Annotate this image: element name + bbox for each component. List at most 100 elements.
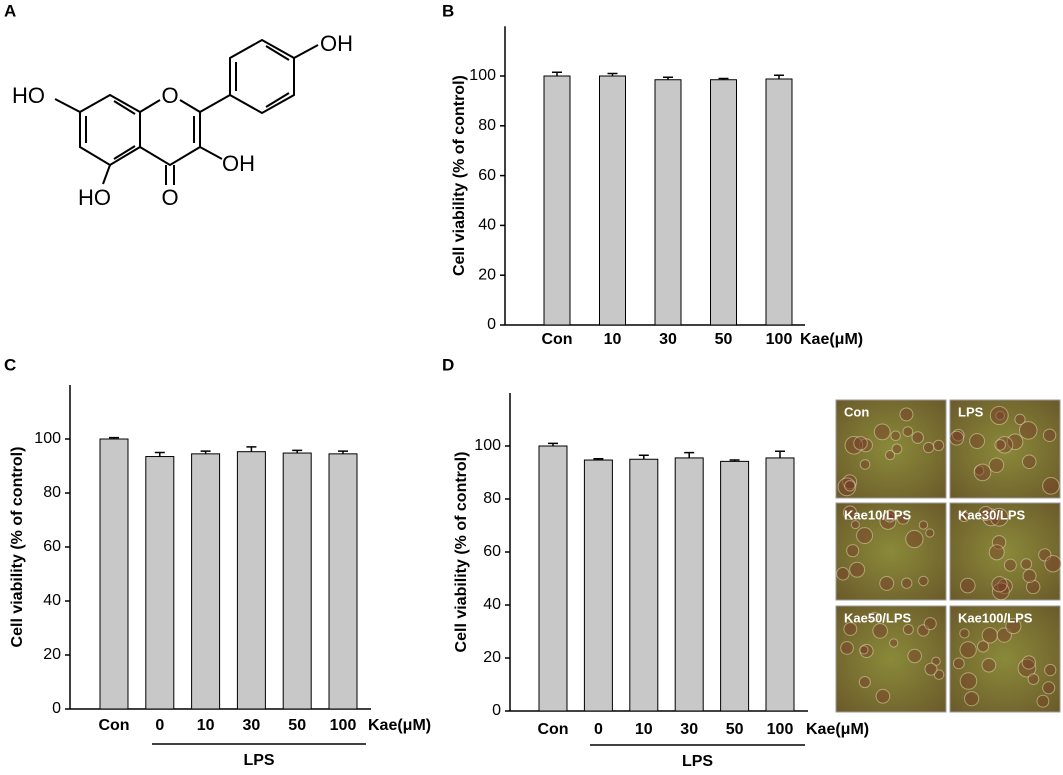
- error-bar: [154, 451, 165, 457]
- atom-label: OH: [222, 151, 255, 176]
- cell: [1020, 558, 1033, 570]
- ring: [79, 93, 141, 167]
- cell: [1042, 477, 1060, 495]
- cell: [923, 617, 937, 631]
- cell: [991, 535, 1007, 550]
- cell: [995, 410, 1005, 421]
- x-axis-label: Kae(μM): [368, 717, 431, 734]
- error-bar: [548, 442, 558, 446]
- cell: [856, 527, 874, 545]
- cell: [899, 407, 914, 422]
- cell: [952, 657, 965, 670]
- error-bar: [109, 436, 119, 439]
- cell: [949, 430, 965, 446]
- cell: [1025, 579, 1041, 595]
- cell: [1021, 454, 1037, 470]
- cell: [905, 529, 924, 549]
- bond: [199, 94, 231, 113]
- y-tick-label: 40: [483, 596, 501, 613]
- error-bar: [593, 457, 604, 461]
- bond: [139, 99, 161, 113]
- cell: [1005, 618, 1022, 635]
- y-tick-label: 60: [483, 543, 501, 560]
- cell: [959, 628, 970, 639]
- bond: [113, 145, 136, 160]
- cell: [1018, 421, 1038, 440]
- y-tick-label: 60: [478, 167, 496, 184]
- x-tick-label: 10: [635, 721, 653, 738]
- bar: [765, 78, 793, 326]
- y-tick-label: 20: [483, 649, 501, 666]
- error-bar: [292, 449, 303, 454]
- y-tick-label: 20: [43, 646, 61, 663]
- x-tick-label: 0: [594, 721, 603, 738]
- cell: [1021, 655, 1036, 670]
- bar: [629, 458, 659, 712]
- x-tick-label: Con: [541, 331, 572, 348]
- cell: [902, 624, 914, 636]
- error-bar: [638, 454, 649, 460]
- micrograph-label: Kae30/LPS: [958, 507, 1026, 522]
- cell: [989, 406, 1009, 425]
- y-tick-label: 100: [474, 437, 501, 454]
- x-tick-label: 30: [243, 717, 261, 734]
- y-tick-label: 0: [492, 702, 501, 719]
- cell: [1042, 428, 1057, 442]
- cell: [901, 577, 913, 589]
- atom-label: HO: [78, 185, 111, 210]
- atom-label: HO: [12, 83, 45, 108]
- y-tick-label: 100: [34, 430, 61, 447]
- bar: [765, 457, 795, 712]
- bar: [236, 451, 266, 710]
- atom-label: O: [161, 83, 178, 108]
- bond: [293, 44, 319, 59]
- cell: [918, 520, 929, 530]
- bar: [282, 452, 312, 710]
- cell: [1014, 413, 1026, 426]
- y-tick-label: 40: [43, 592, 61, 609]
- cell: [976, 640, 990, 653]
- y-axis-label: Cell viability (% of control): [9, 447, 26, 648]
- cell: [1044, 555, 1062, 573]
- cell: [889, 638, 899, 648]
- x-tick-label: 50: [726, 721, 744, 738]
- cell: [884, 450, 896, 461]
- bar: [99, 438, 129, 710]
- cell: [911, 431, 924, 444]
- micrograph-label: Kae100/LPS: [958, 610, 1033, 625]
- micrograph: [949, 399, 1061, 499]
- error-bar: [684, 451, 695, 458]
- bar: [328, 453, 358, 710]
- micrograph-label: Kae50/LPS: [844, 610, 912, 625]
- cell: [837, 477, 857, 497]
- x-tick-label: 10: [604, 331, 622, 348]
- cell: [869, 611, 880, 622]
- y-tick-label: 60: [43, 538, 61, 555]
- bond: [54, 98, 81, 113]
- bar: [191, 453, 221, 710]
- cell: [1042, 681, 1056, 695]
- bar: [583, 459, 613, 712]
- cell: [995, 436, 1014, 454]
- cell: [859, 459, 871, 470]
- error-bar: [775, 450, 785, 458]
- group-label: LPS: [243, 752, 274, 769]
- x-tick-label: Con: [537, 721, 568, 738]
- cell: [853, 435, 868, 451]
- y-tick-label: 20: [478, 266, 496, 283]
- cell: [1027, 673, 1040, 685]
- cell: [836, 567, 850, 581]
- cell: [844, 480, 856, 492]
- cell: [846, 544, 860, 558]
- cell: [879, 575, 895, 591]
- error-bar: [246, 446, 257, 452]
- micrograph-label: Con: [844, 404, 869, 419]
- atom-label: OH: [320, 31, 353, 56]
- bar: [710, 79, 737, 326]
- y-tick-label: 80: [478, 117, 496, 134]
- bar: [720, 460, 750, 712]
- micrograph: [949, 605, 1061, 713]
- error-bar: [663, 76, 673, 80]
- micrograph-label: Kae10/LPS: [844, 507, 912, 522]
- cell: [925, 528, 935, 538]
